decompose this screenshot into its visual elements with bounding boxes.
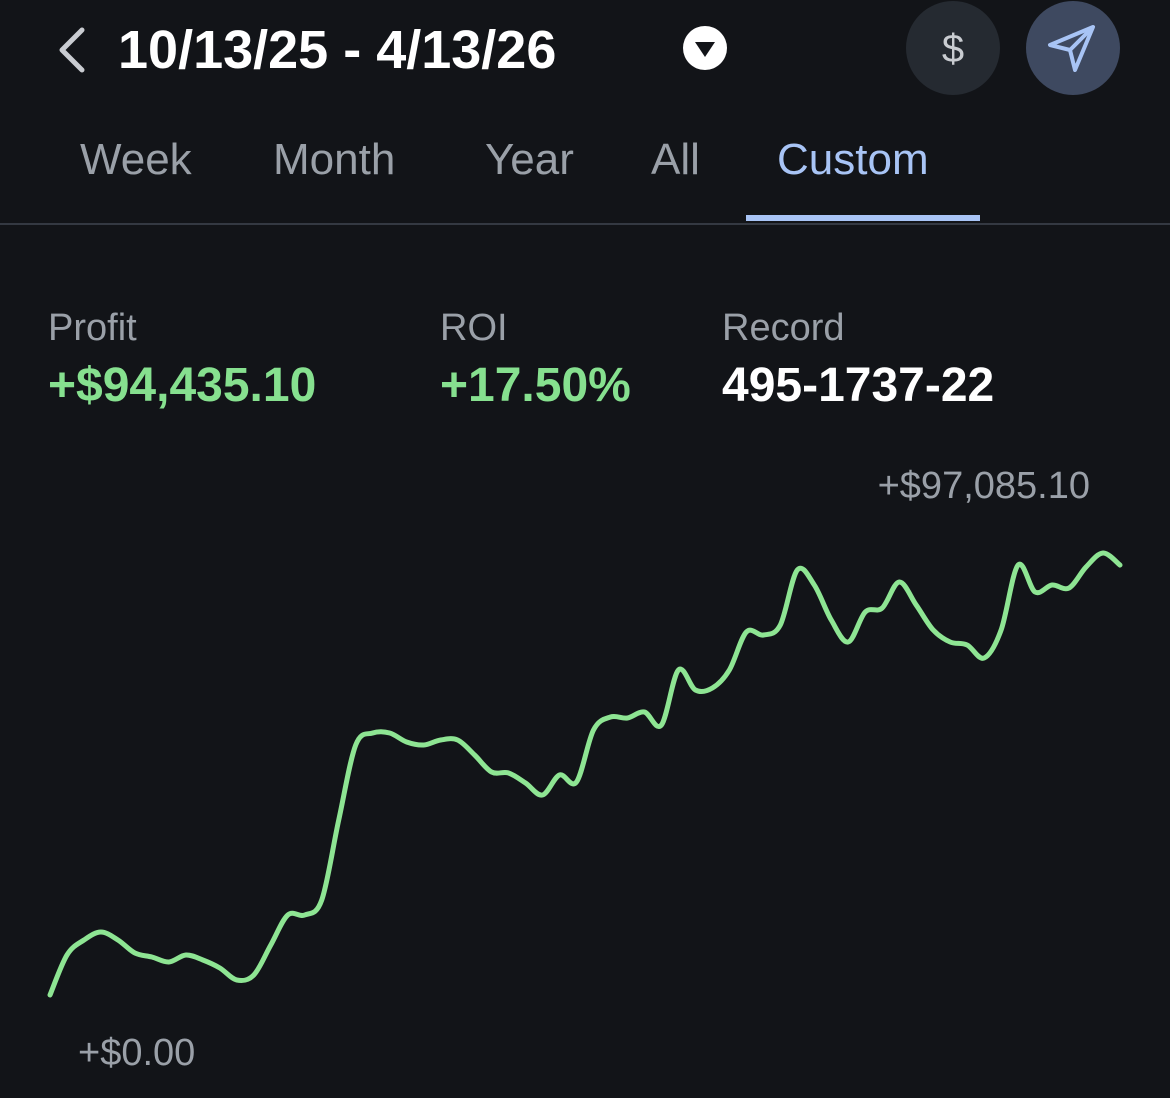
tab[interactable]: Year — [485, 135, 574, 184]
stat-label: Record — [722, 307, 845, 349]
tab[interactable]: Week — [80, 135, 193, 184]
stat-label: Profit — [48, 307, 137, 349]
stat-value: +$94,435.10 — [48, 359, 316, 412]
back-button[interactable] — [59, 27, 85, 73]
share-button[interactable] — [1026, 1, 1120, 95]
currency-symbol: $ — [942, 27, 964, 71]
max-label: +$97,085.10 — [878, 465, 1090, 507]
profit-line — [47, 550, 1123, 998]
tab[interactable]: Custom — [777, 135, 929, 184]
currency-button[interactable] — [906, 1, 1000, 95]
stat-value: 495-1737-22 — [722, 359, 994, 412]
stat-value: +17.50% — [440, 359, 631, 412]
dropdown-icon[interactable] — [683, 26, 727, 70]
date-range-title[interactable]: 10/13/25 - 4/13/26 — [118, 20, 556, 80]
divider — [0, 223, 1170, 225]
tab[interactable]: Month — [273, 135, 395, 184]
active-tab-indicator — [746, 215, 980, 221]
stat-label: ROI — [440, 307, 508, 349]
min-label: +$0.00 — [78, 1032, 195, 1074]
tab[interactable]: All — [651, 135, 700, 184]
